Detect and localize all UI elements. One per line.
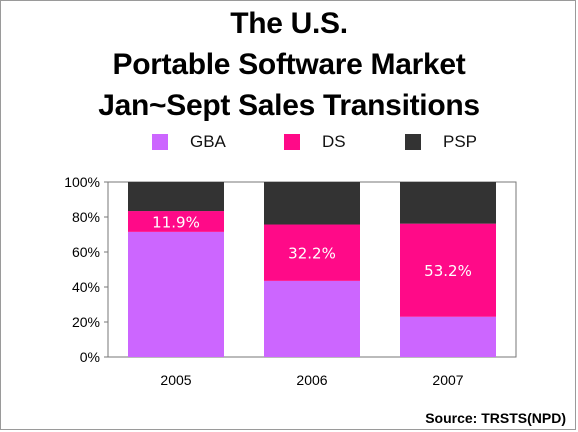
bar-ds-2007 — [400, 223, 496, 317]
source-note: Source: TRSTS(NPD) — [425, 410, 566, 426]
data-label: 11.9% — [152, 213, 200, 231]
bar-ds-2006 — [264, 224, 360, 281]
legend-swatch-gba — [152, 134, 168, 150]
x-tick-label: 2007 — [432, 372, 463, 388]
legend-item-gba: GBA — [152, 132, 226, 152]
legend-swatch-psp — [405, 134, 421, 150]
legend-label-gba: GBA — [190, 132, 226, 151]
y-tick-label: 0% — [80, 349, 100, 365]
x-tick-label: 2006 — [296, 372, 327, 388]
data-label: 53.2% — [424, 262, 472, 280]
bar-psp-2007 — [400, 182, 496, 224]
y-tick-label: 40% — [72, 279, 100, 295]
legend-item-ds: DS — [284, 132, 346, 152]
y-tick-label: 60% — [72, 244, 100, 260]
chart-title-line-1: The U.S. — [230, 7, 348, 40]
chart-title-line-2: Portable Software Market — [112, 48, 466, 81]
legend-label-ds: DS — [322, 132, 346, 151]
x-tick-label: 2005 — [160, 372, 191, 388]
bar-gba-2005 — [128, 231, 224, 357]
y-tick-label: 20% — [72, 314, 100, 330]
legend-item-psp: PSP — [405, 132, 477, 152]
legend-label-psp: PSP — [443, 132, 478, 151]
bar-gba-2006 — [264, 280, 360, 357]
bar-psp-2006 — [264, 182, 360, 225]
bar-ds-2005 — [128, 211, 224, 232]
bar-psp-2005 — [128, 182, 224, 212]
data-label: 32.2% — [288, 245, 336, 263]
y-tick-label: 80% — [72, 209, 100, 225]
chart-title-line-3: Jan~Sept Sales Transitions — [98, 89, 480, 122]
legend-swatch-ds — [284, 134, 300, 150]
y-tick-label: 100% — [64, 174, 100, 190]
bar-gba-2007 — [400, 316, 496, 357]
